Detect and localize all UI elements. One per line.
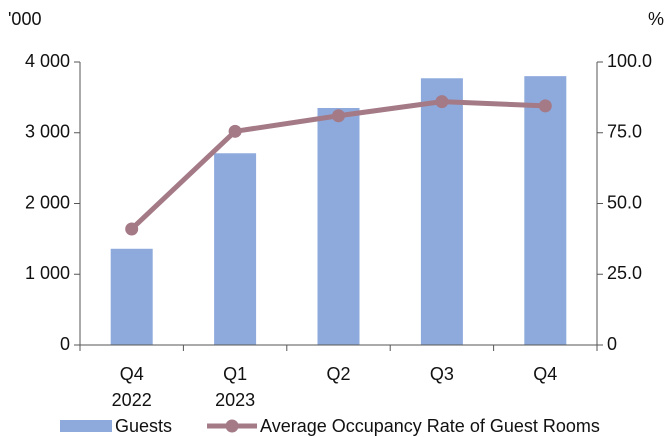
bar bbox=[524, 76, 567, 346]
legend-label: Average Occupancy Rate of Guest Rooms bbox=[260, 416, 600, 436]
x-tick-label: Q2 bbox=[326, 364, 350, 384]
y2-tick-label: 75.0 bbox=[607, 122, 642, 142]
x-tick-label: Q4 2022 bbox=[112, 364, 152, 410]
line-marker bbox=[332, 109, 345, 123]
y2-tick-label: 25.0 bbox=[607, 263, 642, 283]
bar bbox=[214, 153, 257, 345]
legend-label: Guests bbox=[115, 416, 172, 436]
y-tick-label: 1 000 bbox=[25, 263, 70, 283]
x-tick-label: Q4 bbox=[533, 364, 557, 384]
y2-tick-label: 0 bbox=[607, 334, 617, 354]
y2-unit: % bbox=[648, 9, 664, 29]
y2-tick-label: 100.0 bbox=[607, 51, 652, 71]
line-marker bbox=[435, 95, 449, 109]
y-unit: '000 bbox=[8, 9, 41, 29]
line-marker bbox=[538, 99, 552, 113]
bar bbox=[110, 248, 153, 345]
legend-swatch-marker bbox=[225, 419, 239, 433]
x-tick-label: Q3 bbox=[430, 364, 454, 384]
y-tick-label: 2 000 bbox=[25, 192, 70, 212]
y-tick-label: 0 bbox=[60, 334, 70, 354]
legend-swatch bbox=[60, 420, 112, 432]
y-tick-label: 3 000 bbox=[25, 122, 70, 142]
line-marker bbox=[125, 222, 139, 236]
y-tick-label: 4 000 bbox=[25, 51, 70, 71]
y2-tick-label: 50.0 bbox=[607, 192, 642, 212]
bar bbox=[420, 78, 463, 346]
x-tick-label: Q1 2023 bbox=[215, 364, 255, 410]
line-marker bbox=[228, 124, 242, 138]
bar bbox=[317, 107, 360, 345]
